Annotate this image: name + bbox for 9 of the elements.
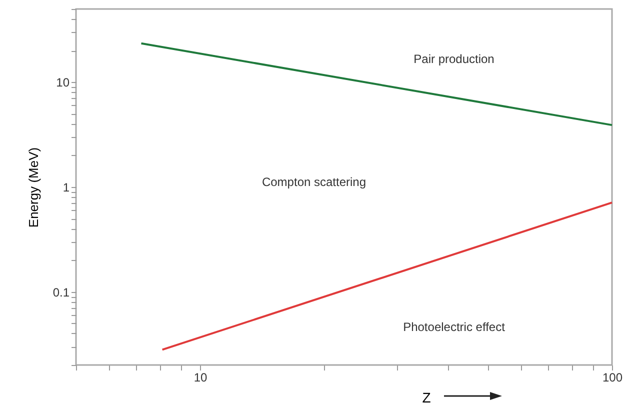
annotation: Compton scattering [262,175,366,189]
annotation: Pair production [414,52,494,66]
y-tick-label: 10 [56,76,70,90]
x-axis-title: Z [422,390,432,406]
y-axis-title: Energy (MeV) [26,147,41,228]
y-tick-label: 1 [62,180,70,194]
x-tick-label: 100 [602,370,623,384]
annotation: Photoelectric effect [403,320,506,334]
y-tick-label: 0.1 [52,285,70,300]
